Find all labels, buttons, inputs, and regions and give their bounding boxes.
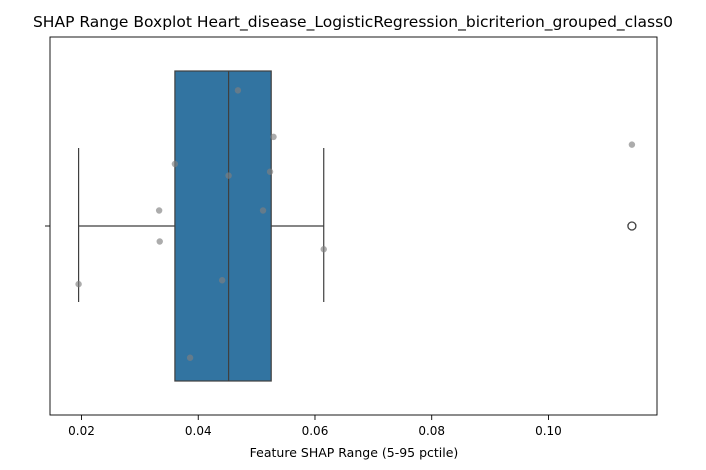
data-point [270,133,277,141]
x-tick-label: 0.04 [185,424,212,438]
data-point [186,354,194,361]
x-axis-label: Feature SHAP Range (5-95 pctile) [250,445,459,460]
data-point [155,207,163,214]
x-tick-label: 0.10 [535,424,562,438]
x-tick-label: 0.06 [302,424,329,438]
data-point [171,160,179,168]
data-point [266,168,274,175]
data-point [75,280,82,288]
outlier-marker [627,221,637,231]
data-point [225,172,232,179]
iqr-box [174,70,272,382]
data-point [218,277,226,284]
x-tick-label: 0.02 [68,424,95,438]
data-point [628,141,636,148]
x-tick-label: 0.08 [418,424,445,438]
plot-area: 0.02 0.04 0.06 0.08 0.10 [45,36,658,438]
data-point [234,87,242,94]
chart-title: SHAP Range Boxplot Heart_disease_Logisti… [33,13,673,32]
data-point [156,238,163,245]
data-point [320,246,327,253]
data-point [259,207,267,214]
